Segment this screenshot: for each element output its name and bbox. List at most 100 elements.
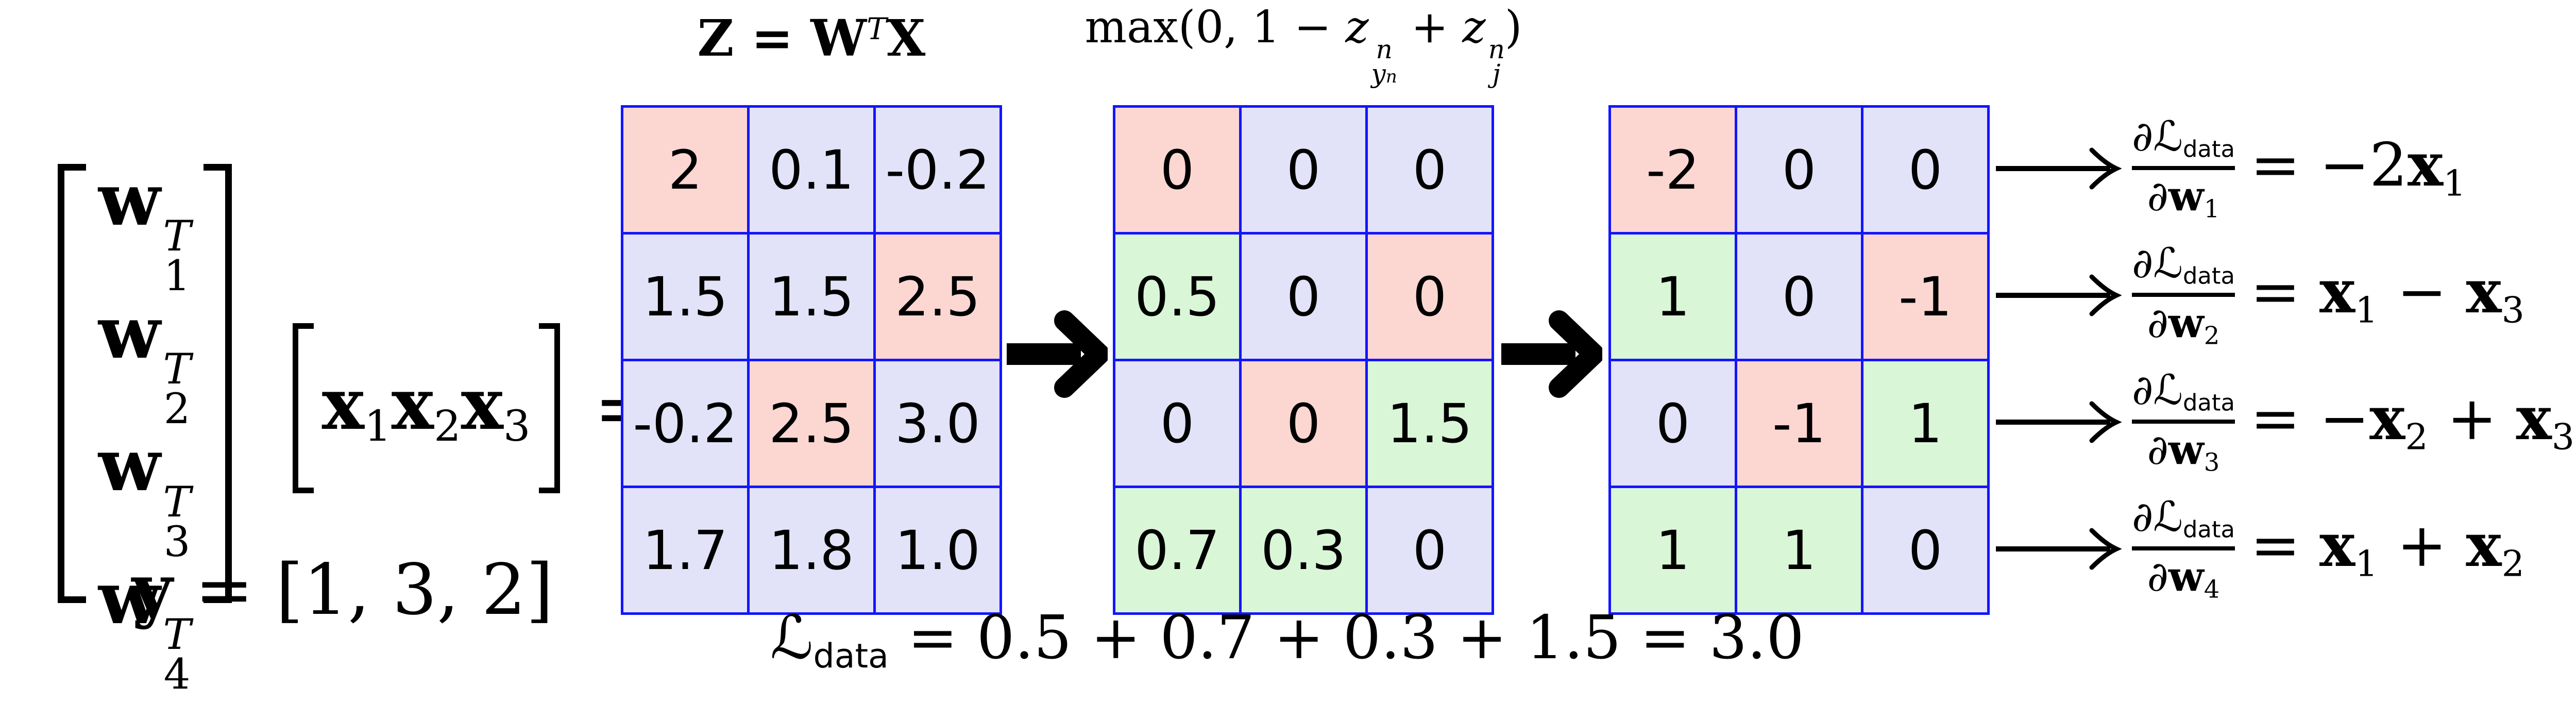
grid-cell: 0	[1863, 488, 1987, 612]
grid-cell: 0.5	[1115, 235, 1239, 359]
grid-cell: 0	[1115, 361, 1239, 486]
grid-cell: 2.5	[750, 361, 873, 486]
grid-cell: 0.3	[1242, 488, 1365, 612]
math-part: ∂	[2147, 425, 2168, 474]
grid-cell: -0.2	[623, 361, 747, 486]
grid-cell: 0	[1737, 108, 1861, 232]
math-part: = 0.5 + 0.7 + 0.3 + 1.5 = 3.0	[888, 603, 1804, 673]
math-part: ∂	[2132, 492, 2154, 541]
gradient-row-w2: ∂ℒdata ∂w2 = x1 − x3	[1993, 232, 2574, 359]
right-arrow-icon	[1996, 147, 2122, 190]
input-vector-entries: x1 x2 x3	[314, 323, 539, 493]
fraction-numerator: ∂ℒdata	[2132, 369, 2235, 414]
gradient-row-w3: ∂ℒdata ∂w3 = −x2 + x3	[1993, 359, 2574, 486]
true-labels-vector: y = [1, 3, 2]	[132, 555, 553, 625]
gradient-row-w4: ∂ℒdata ∂w4 = x1 + x2	[1993, 486, 2574, 612]
grid-cell: 0	[1368, 108, 1492, 232]
math-part: ℒdata	[2153, 492, 2235, 543]
math-part: x1	[2319, 510, 2378, 585]
grid-cell: 0	[1737, 235, 1861, 359]
math-part: ∂	[2147, 172, 2168, 220]
grid-cell: 0	[1115, 108, 1239, 232]
math-part: ℒdata	[2153, 112, 2235, 163]
math-part: y	[132, 548, 173, 631]
math-part: = −	[2250, 384, 2370, 454]
fraction-denominator: ∂w2	[2147, 302, 2220, 348]
grid-cell: 0.1	[750, 108, 873, 232]
math-part: x2	[391, 362, 461, 452]
math-part: x3	[2516, 383, 2575, 458]
math-part: ℒdata	[2153, 239, 2235, 290]
partial-derivative-fraction: ∂ℒdata ∂w4	[2132, 496, 2235, 604]
grid-cell: 2	[623, 108, 747, 232]
grid-cell: 1.5	[623, 235, 747, 359]
grid-cell: 1.5	[1368, 361, 1492, 486]
grid-cell: 1.8	[750, 488, 873, 612]
total-loss-formula: ℒdata = 0.5 + 0.7 + 0.3 + 1.5 = 3.0	[770, 608, 1804, 674]
fraction-bar	[2132, 546, 2235, 550]
hinge-loss-equation-label: max(0, 1 − z n yn + z n j)	[1066, 5, 1540, 87]
grid-cell: 2.5	[876, 235, 999, 359]
math-part: z n yn	[1345, 2, 1397, 89]
grid-cell: 0	[1611, 361, 1735, 486]
right-arrow-icon	[1996, 528, 2122, 570]
math-part: x1	[2319, 257, 2378, 331]
math-part: ∂	[2147, 552, 2168, 600]
math-part: )	[1504, 2, 1522, 53]
math-part: T	[867, 11, 887, 46]
fraction-denominator: ∂w3	[2147, 429, 2220, 475]
grid-cell: 1.7	[623, 488, 747, 612]
grid-cell: 0	[1242, 235, 1365, 359]
input-vector: x1 x2 x3	[292, 323, 560, 493]
math-part: =	[2250, 257, 2319, 327]
matrix-right-bracket	[203, 164, 232, 603]
fraction-numerator: ∂ℒdata	[2132, 115, 2235, 161]
math-part: ∂	[2132, 239, 2154, 287]
fraction-numerator: ∂ℒdata	[2132, 496, 2235, 541]
math-part: X	[887, 9, 926, 68]
math-part: x3	[2466, 257, 2524, 331]
math-part: w4	[2168, 551, 2220, 604]
gradient-formulas-column: ∂ℒdata ∂w1 = −2x1 ∂ℒdata ∂w2 = x1 − x3	[1993, 105, 2574, 612]
z-equation-label: Z = WTX	[621, 13, 1002, 63]
fraction-numerator: ∂ℒdata	[2132, 242, 2235, 288]
math-part: x1	[321, 362, 392, 452]
math-part: max(0, 1 −	[1084, 2, 1346, 53]
math-part: w1	[2168, 171, 2220, 224]
math-part: Z = W	[697, 9, 867, 68]
grid-cell: 3.0	[876, 361, 999, 486]
math-part: x1	[2407, 130, 2466, 205]
math-part: ℒdata	[770, 603, 889, 676]
hinge-loss-matrix-grid: 0 0 0 0.5 0 0 0 0 1.5 0.7 0.3 0	[1113, 105, 1494, 615]
math-part: = [1, 3, 2]	[173, 549, 554, 631]
math-part: = −2	[2250, 130, 2408, 200]
bold-right-arrow-icon	[1501, 310, 1602, 398]
math-part: ℒdata	[2153, 365, 2235, 416]
math-part: ∂	[2132, 365, 2154, 414]
math-part: +	[2378, 511, 2466, 581]
math-part: w3	[2168, 425, 2220, 477]
grid-cell: 1.0	[876, 488, 999, 612]
math-part: ∂	[2132, 112, 2154, 160]
gradient-expression: = −x2 + x3	[2250, 389, 2574, 455]
gradient-expression: = x1 − x3	[2250, 262, 2524, 328]
grid-cell: 0	[1242, 108, 1365, 232]
math-part: x2	[2369, 383, 2428, 458]
grid-cell: 0	[1242, 361, 1365, 486]
math-part: =	[2250, 511, 2319, 581]
math-part: +	[2428, 384, 2516, 454]
right-arrow-icon	[1996, 401, 2122, 443]
vector-right-bracket	[538, 323, 560, 493]
right-arrow-icon	[1996, 274, 2122, 316]
